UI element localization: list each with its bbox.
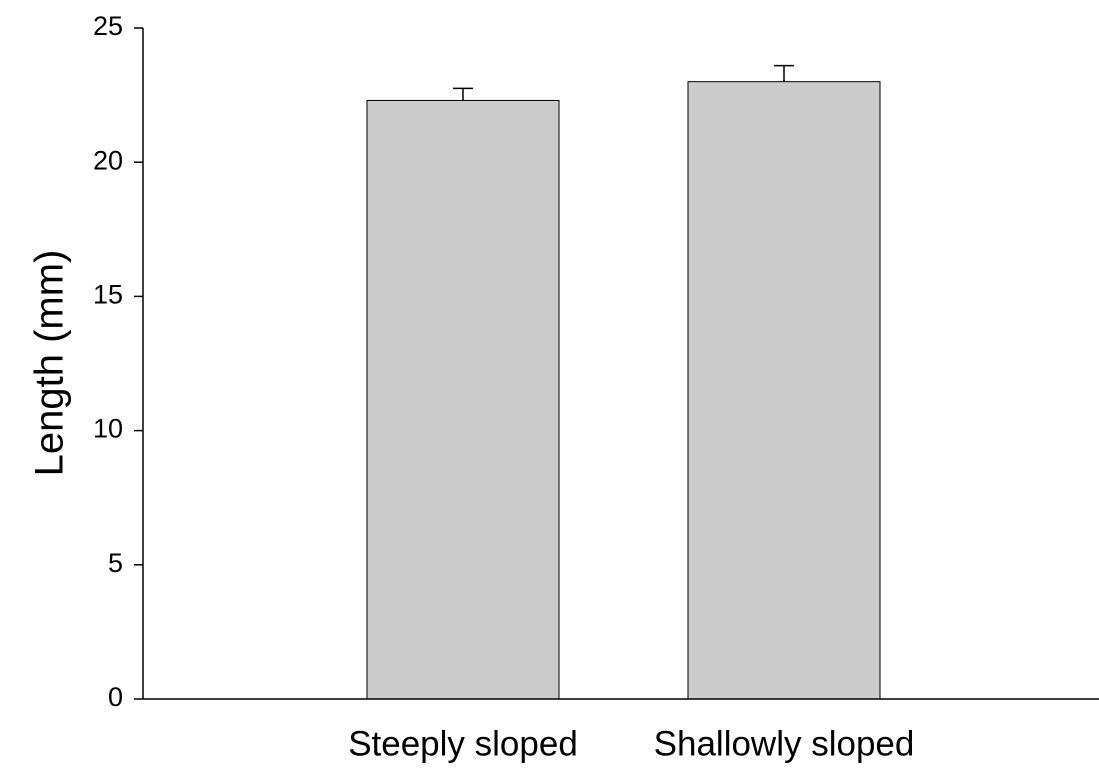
error-bars-layer (453, 64, 794, 101)
bar (366, 99, 560, 700)
y-tick-label: 0 (108, 682, 123, 712)
x-category-label: Shallowly sloped (654, 724, 915, 763)
y-tick-label: 5 (108, 548, 123, 578)
y-tick-label: 20 (93, 145, 123, 175)
y-tick-label: 10 (93, 414, 123, 444)
bar (687, 81, 881, 700)
bars-layer (366, 81, 881, 700)
y-tick-label: 25 (93, 11, 123, 41)
x-category-labels: Steeply sloped Shallowly sloped (348, 724, 914, 763)
x-category-label: Steeply sloped (348, 724, 578, 763)
y-axis-title: Length (mm) (28, 250, 72, 477)
axes-layer (142, 28, 1099, 700)
y-tick-label: 15 (93, 280, 123, 310)
y-ticks-layer: 0 5 10 15 20 25 (93, 11, 143, 712)
